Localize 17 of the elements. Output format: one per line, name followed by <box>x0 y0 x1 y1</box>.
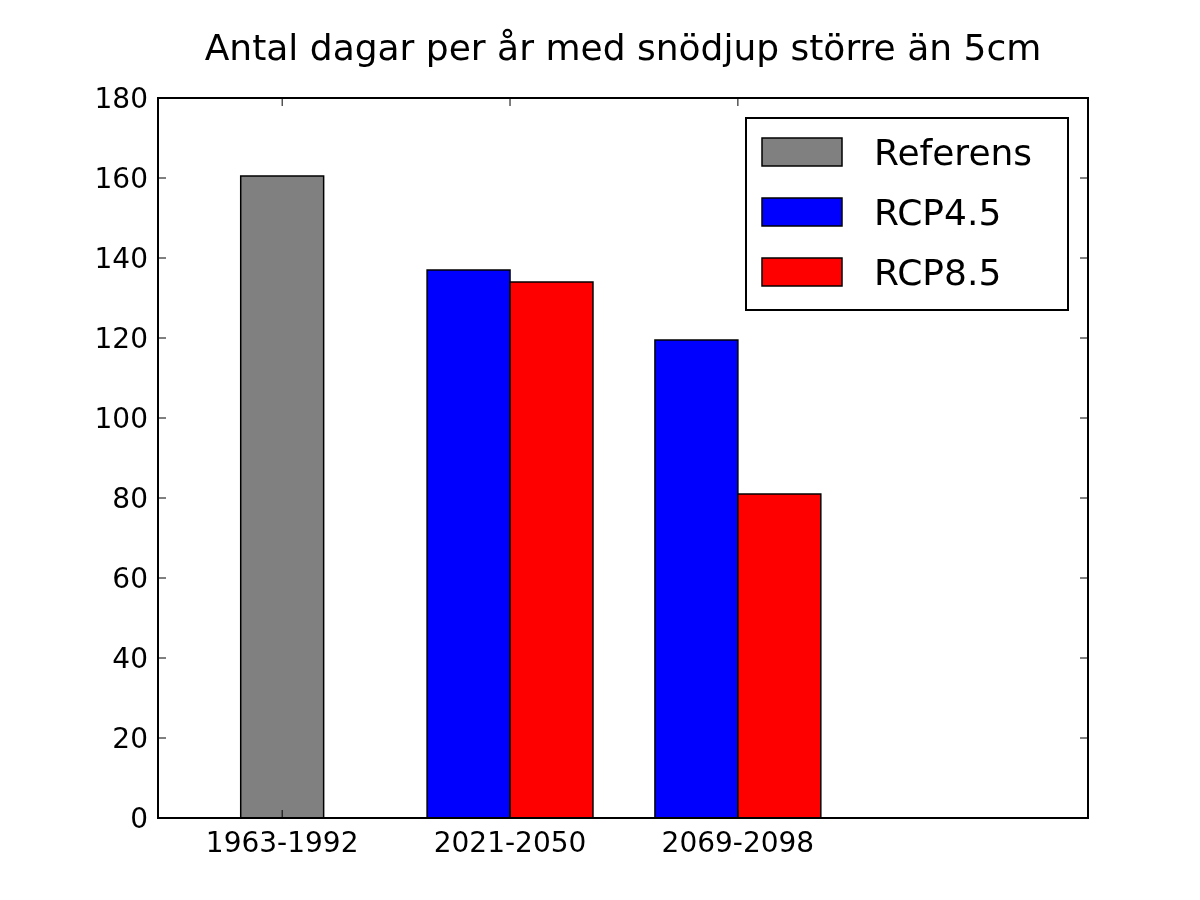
y-tick-label: 100 <box>94 401 148 435</box>
y-tick-label: 120 <box>94 321 148 355</box>
y-tick-label: 160 <box>94 161 148 195</box>
legend-label: RCP4.5 <box>874 191 1002 233</box>
y-tick-label: 140 <box>94 241 148 275</box>
chart-title: Antal dagar per år med snödjup större än 5cm <box>204 27 1042 68</box>
y-tick-label: 20 <box>112 721 148 755</box>
legend-label: Referens <box>874 131 1033 173</box>
legend-label: RCP8.5 <box>874 251 1002 293</box>
x-tick-label: 2021-2050 <box>433 826 587 859</box>
x-tick-label: 1963-1992 <box>205 826 359 859</box>
y-tick-label: 180 <box>94 81 148 115</box>
y-tick-label: 0 <box>130 801 148 835</box>
x-tick-label: 2069-2098 <box>661 826 815 859</box>
y-tick-label: 40 <box>112 641 148 675</box>
y-tick-label: 60 <box>112 561 148 595</box>
y-tick-label: 80 <box>112 481 148 515</box>
